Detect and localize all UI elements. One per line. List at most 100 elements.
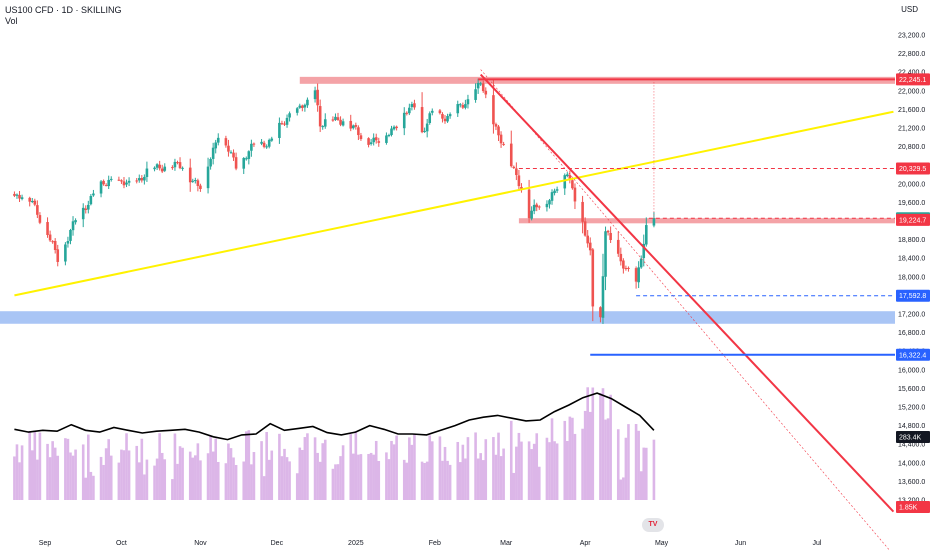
volume-bar [234, 464, 238, 500]
candle-body [583, 221, 587, 236]
candle-body [349, 120, 353, 129]
candle-body [135, 180, 139, 182]
candle-body [176, 162, 179, 164]
price-tag-label: 1.85K [899, 504, 918, 511]
candle-body [390, 128, 393, 136]
volume-bar [591, 387, 595, 500]
volume-bar [644, 447, 648, 500]
red-parallel-line [480, 69, 890, 550]
volume-bar [571, 417, 574, 500]
candle-body [125, 182, 128, 185]
y-tick-label: 22,800.0 [898, 51, 925, 58]
candle-body [550, 192, 554, 201]
price-tag-bg [896, 162, 930, 175]
candle-body [163, 166, 167, 171]
candle-body [191, 180, 195, 182]
candle-body [288, 113, 291, 118]
candle-body [117, 179, 121, 181]
candle-body [211, 147, 215, 159]
volume-bar [214, 438, 218, 500]
candle-body [318, 106, 322, 127]
candle-body [479, 83, 482, 85]
volume-bar [288, 461, 291, 500]
volume-bar [18, 462, 21, 500]
volume-bar [316, 452, 319, 500]
candles-layer [13, 78, 656, 324]
volume-bar [295, 473, 299, 500]
volume-bar [481, 460, 485, 500]
currency-label: USD [901, 5, 918, 14]
volume-bar [494, 454, 498, 500]
volume-bar [267, 459, 271, 500]
volume-bar [278, 433, 281, 500]
volume-bar [28, 431, 32, 500]
volume-bar [171, 479, 174, 500]
volume-bar [107, 439, 110, 500]
volume-bar [392, 444, 396, 500]
candle-body [377, 141, 381, 143]
price-tag-bg [896, 213, 930, 226]
volume-bar [242, 461, 246, 500]
y-tick-label: 16,800.0 [898, 330, 925, 337]
volume-bar [46, 443, 49, 500]
volume-bar [303, 437, 307, 500]
volume-bar [512, 472, 516, 500]
volume-bar [425, 461, 429, 500]
volume-bar [385, 452, 388, 500]
x-tick-label: Dec [271, 540, 284, 547]
candle-body [109, 178, 113, 180]
volume-bar [369, 452, 373, 500]
candle-body [260, 141, 263, 144]
candle-body [209, 158, 212, 167]
candle-body [155, 164, 159, 168]
volume-bar [588, 411, 592, 500]
candle-body [637, 267, 640, 283]
volume-bar [430, 441, 434, 500]
candle-body [527, 189, 531, 219]
volume-bar [13, 456, 16, 500]
volume-bar [15, 444, 19, 500]
candle-body [145, 168, 149, 178]
volume-bar [443, 446, 447, 500]
volume-bar [298, 447, 302, 500]
volume-bar [56, 455, 60, 500]
volume-bar [125, 433, 128, 500]
y-tick-label: 21,200.0 [898, 126, 925, 133]
volume-bar [357, 454, 360, 500]
candle-body [441, 114, 444, 119]
candle-body [89, 196, 93, 205]
y-tick-label: 16,000.0 [898, 367, 925, 374]
volume-bar [331, 468, 335, 500]
tradingview-logo-icon[interactable]: TV [642, 518, 664, 532]
volume-bar [71, 455, 75, 500]
volume-bar [515, 446, 518, 500]
volume-bar [568, 416, 572, 500]
candle-body [227, 145, 230, 152]
volume-bar [448, 464, 452, 500]
candle-body [548, 200, 551, 205]
time-axis: Sep Oct Nov Dec 2025 Feb Mar Apr May Jun Jul [39, 540, 822, 547]
candle-body [66, 241, 70, 244]
volume-bar [459, 462, 462, 500]
candle-body [267, 139, 271, 147]
candle-body [120, 180, 123, 182]
candle-body [334, 116, 337, 120]
volume-bar [624, 437, 628, 500]
volume-bar [99, 456, 103, 500]
volume-bar [176, 463, 179, 500]
volume-bar [199, 460, 202, 500]
price-tag-label: 22,245.1 [899, 77, 926, 84]
candle-body [295, 108, 299, 113]
volume-bar [479, 453, 482, 500]
candle-body [443, 118, 447, 122]
candle-body [571, 180, 574, 189]
candle-body [316, 89, 319, 106]
candle-body [369, 142, 373, 145]
volume-bar [464, 458, 467, 500]
candle-body [476, 82, 480, 89]
volume-bar [387, 459, 391, 500]
volume-bar [153, 465, 156, 500]
volume-bar [581, 428, 584, 500]
volume-bar [474, 432, 477, 500]
